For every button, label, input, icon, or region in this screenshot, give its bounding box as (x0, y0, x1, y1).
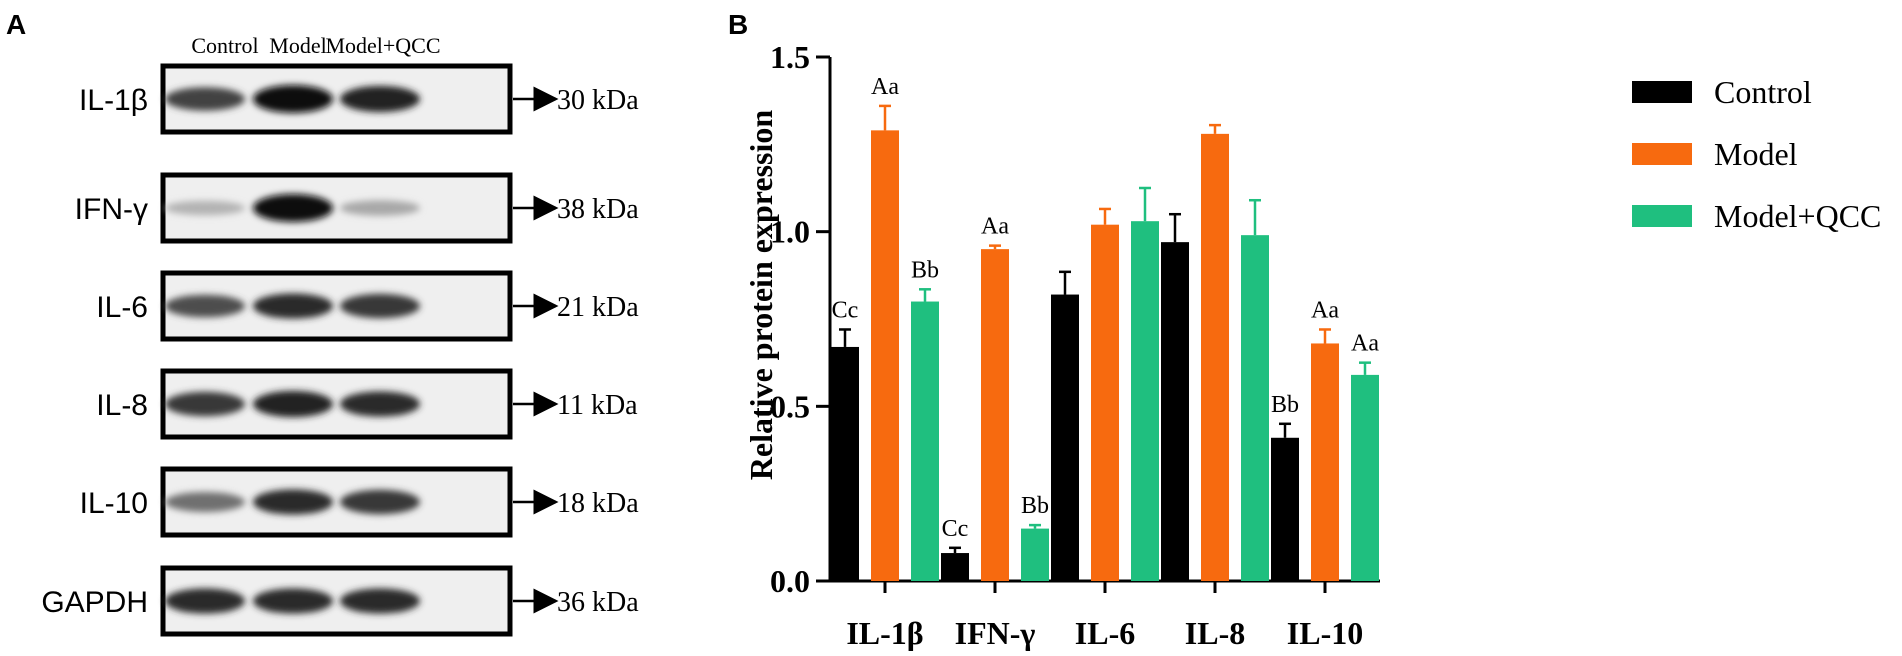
x-axis: IL-1β IFN-γ IL-6 IL-8 IL-10 (830, 579, 1380, 651)
blot-weight-label: 36 kDa (557, 587, 639, 618)
blot-weight-label: 21 kDa (557, 292, 639, 323)
panel-b-label: B (728, 9, 748, 40)
legend-label: Model (1714, 136, 1798, 172)
significance-label: Bb (1021, 493, 1049, 519)
blot-band (165, 492, 245, 512)
blot-band (253, 194, 333, 222)
blot-row: IL-8 11 kDa (96, 368, 638, 440)
blot-band (165, 588, 245, 614)
blot-band (165, 200, 245, 216)
blot-protein-label: IL-1β (79, 84, 148, 117)
blot-band (340, 85, 420, 113)
significance-label: Bb (1271, 392, 1299, 418)
x-category-label: IL-1β (846, 615, 923, 651)
x-category-label: IL-8 (1185, 615, 1245, 651)
blot-band (253, 489, 333, 515)
blot-row: GAPDH 36 kDa (41, 565, 639, 637)
blot-protein-label: GAPDH (41, 586, 148, 619)
blot-band (165, 294, 245, 318)
legend-swatch (1632, 81, 1692, 103)
significance-labels: Cc Aa Bb Cc Aa Bb Bb Aa Aa (832, 74, 1380, 542)
bar (1241, 235, 1269, 581)
blot-weight-label: 30 kDa (557, 85, 639, 116)
x-category-label: IL-10 (1287, 615, 1363, 651)
y-axis: 0.0 0.5 1.0 1.5 (770, 39, 832, 599)
blot-band (253, 85, 333, 113)
blot-row: IL-1β 30 kDa (79, 63, 639, 135)
blot-protein-label: IFN-γ (75, 193, 148, 226)
lane-label-0: Control (191, 33, 258, 58)
blot-row: IL-6 21 kDa (96, 270, 639, 342)
lane-label-1: Model (269, 33, 326, 58)
x-category-label: IFN-γ (955, 615, 1036, 651)
blot-weight-label: 11 kDa (557, 390, 638, 421)
significance-label: Bb (911, 257, 939, 283)
blot-band (165, 87, 245, 111)
blot-protein-label: IL-8 (96, 389, 148, 422)
bar (1051, 294, 1079, 581)
blot-band (340, 489, 420, 515)
y-tick-label: 0.5 (770, 388, 810, 424)
bar (1021, 528, 1049, 581)
bar (1311, 343, 1339, 581)
blot-band (165, 391, 245, 417)
legend-label: Control (1714, 74, 1812, 110)
blot-band (340, 391, 420, 417)
blot-row: IFN-γ 38 kDa (75, 172, 639, 244)
blot-band (340, 200, 420, 216)
legend-swatch (1632, 143, 1692, 165)
legend-label: Model+QCC (1714, 198, 1881, 234)
bar (1131, 221, 1159, 582)
significance-label: Aa (1311, 297, 1339, 323)
bar (1351, 374, 1379, 581)
blot-protein-label: IL-6 (96, 291, 148, 324)
blot-row: IL-10 18 kDa (80, 466, 639, 538)
significance-label: Aa (981, 214, 1009, 240)
bar (871, 130, 899, 582)
bar-chart: 0.0 0.5 1.0 1.5 IL-1β IFN-γ IL-6 IL-8 IL-10 Cc A… (770, 39, 1380, 651)
significance-label: Cc (832, 297, 859, 323)
y-tick-label: 1.5 (770, 39, 810, 75)
bar (831, 346, 859, 581)
significance-label: Aa (1351, 331, 1379, 357)
x-category-label: IL-6 (1075, 615, 1135, 651)
western-blot-rows: IL-1β 30 kDa IFN-γ 38 kDa IL-6 21 kDa IL-8 11 k… (41, 63, 639, 637)
significance-label: Cc (942, 516, 969, 542)
bar (1091, 224, 1119, 581)
panel-b: B Relative protein expression 0.0 0.5 1.0 1… (728, 9, 1881, 651)
blot-weight-label: 18 kDa (557, 488, 639, 519)
y-axis-label: Relative protein expression (743, 110, 779, 481)
lane-label-2: Model+QCC (325, 33, 440, 58)
blot-protein-label: IL-10 (80, 487, 148, 520)
y-tick-label: 0.0 (770, 563, 810, 599)
bar (911, 301, 939, 581)
bar (1201, 133, 1229, 581)
bar (941, 553, 969, 581)
blot-band (253, 293, 333, 319)
legend: Control Model Model+QCC (1632, 74, 1881, 234)
bar (1161, 242, 1189, 581)
bar (1271, 437, 1299, 581)
bars (831, 104, 1379, 582)
y-tick-label: 1.0 (770, 214, 810, 250)
legend-swatch (1632, 205, 1692, 227)
blot-band (340, 293, 420, 319)
significance-label: Aa (871, 74, 899, 100)
blot-band (340, 588, 420, 614)
panel-a-label: A (6, 9, 26, 40)
blot-band (253, 588, 333, 614)
blot-band (253, 390, 333, 418)
bar (981, 249, 1009, 581)
blot-weight-label: 38 kDa (557, 194, 639, 225)
